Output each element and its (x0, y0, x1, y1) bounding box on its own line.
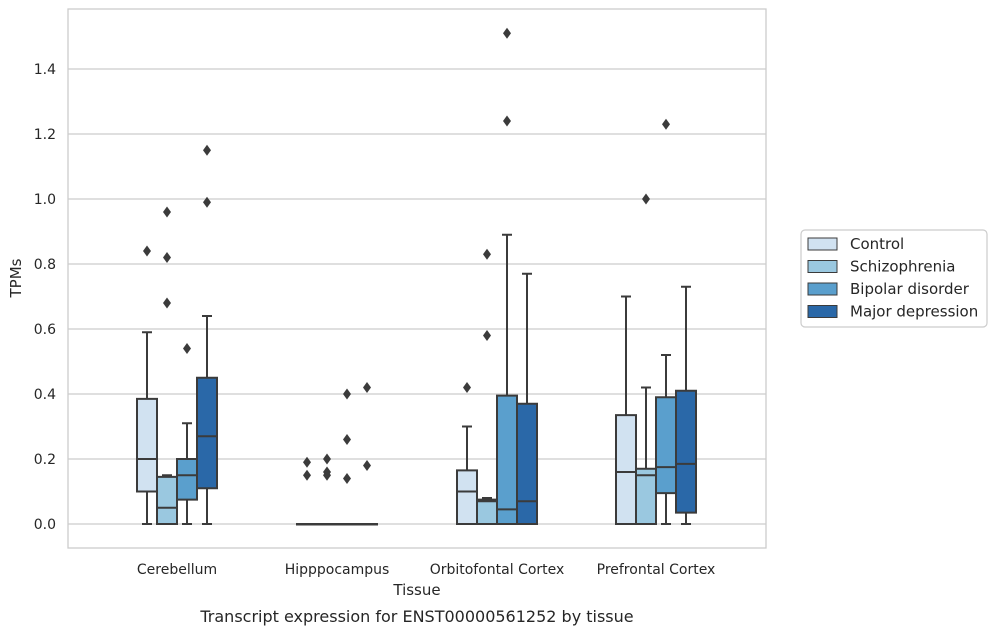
chart-caption: Transcript expression for ENST0000056125… (199, 607, 633, 626)
legend-label: Control (850, 235, 904, 253)
legend-label: Schizophrenia (850, 258, 955, 276)
box-group (675, 285, 697, 525)
box (196, 376, 218, 490)
legend-swatch (807, 237, 838, 251)
box-group (176, 343, 198, 525)
legend-label: Major depression (850, 303, 978, 321)
y-tick-label: 0.4 (34, 387, 56, 403)
outlier-point (203, 196, 211, 208)
box (156, 475, 178, 525)
series-bipolar-disorder (176, 27, 677, 526)
box-group (336, 388, 358, 526)
box-group (136, 245, 158, 525)
y-axis-title: TPMs (7, 258, 25, 298)
outlier-point (163, 252, 171, 263)
legend-swatch (807, 260, 838, 273)
y-tick-label: 0.2 (34, 452, 56, 468)
legend-label: Bipolar disorder (850, 280, 970, 298)
legend: Control Schizophrenia Bipolar disorder Majo… (800, 229, 988, 328)
box (136, 397, 158, 493)
box-group (615, 295, 637, 525)
outlier-point (303, 469, 311, 481)
outlier-point (183, 343, 191, 354)
y-tick-label: 0.0 (34, 517, 56, 533)
outlier-point (143, 245, 151, 257)
box (655, 396, 677, 495)
outlier-point (363, 382, 371, 393)
x-axis-title: Tissue (392, 581, 440, 599)
outlier-point (323, 453, 331, 465)
outlier-point (642, 193, 650, 205)
y-tick-labels: 0.0 0.2 0.4 0.6 0.8 1.0 1.2 1.4 (34, 62, 56, 533)
box-group (456, 382, 478, 525)
outlier-point (483, 248, 491, 260)
box-group (516, 272, 538, 525)
box (675, 389, 697, 514)
legend-frame (800, 229, 988, 328)
box-group (635, 193, 657, 525)
box (496, 394, 518, 525)
box (456, 469, 478, 525)
x-tick-label: Hipppocampus (285, 562, 390, 578)
outlier-point (662, 118, 670, 130)
box (476, 498, 498, 525)
x-tick-label: Orbitofontal Cortex (430, 562, 565, 578)
y-tick-label: 0.6 (34, 322, 56, 338)
y-tick-label: 0.8 (34, 257, 56, 273)
outlier-point (303, 456, 311, 468)
outlier-point (363, 460, 371, 471)
outlier-point (343, 388, 351, 400)
outlier-point (503, 115, 511, 127)
series-control (136, 245, 637, 526)
outlier-point (323, 469, 331, 481)
outlier-point (483, 330, 491, 341)
y-tick-label: 1.4 (34, 62, 56, 78)
x-tick-label: Prefrontal Cortex (597, 562, 716, 578)
box-group (196, 144, 218, 525)
box (516, 402, 538, 525)
outlier-point (163, 297, 171, 309)
legend-swatch (807, 305, 838, 318)
box (635, 467, 657, 525)
plot-frame (67, 8, 767, 549)
outlier-point (343, 473, 351, 484)
y-tick-label: 1.2 (34, 127, 56, 143)
outlier-point (503, 27, 511, 39)
legend-swatch (807, 282, 838, 296)
x-tick-labels: Cerebellum Hipppocampus Orbitofontal Corte… (137, 562, 715, 578)
outlier-point (463, 382, 471, 393)
box (615, 414, 637, 525)
box-series (136, 27, 697, 526)
series-major-depression (196, 144, 697, 526)
outlier-point (343, 434, 351, 445)
outlier-point (163, 206, 171, 218)
outlier-point (203, 144, 211, 156)
x-tick-label: Cerebellum (137, 562, 217, 578)
box-group (316, 453, 338, 526)
box (176, 458, 198, 501)
y-tick-label: 1.0 (34, 192, 56, 208)
box-group (356, 382, 378, 526)
series-schizophrenia (156, 193, 657, 526)
box-group (296, 456, 318, 526)
box-group (655, 118, 677, 525)
